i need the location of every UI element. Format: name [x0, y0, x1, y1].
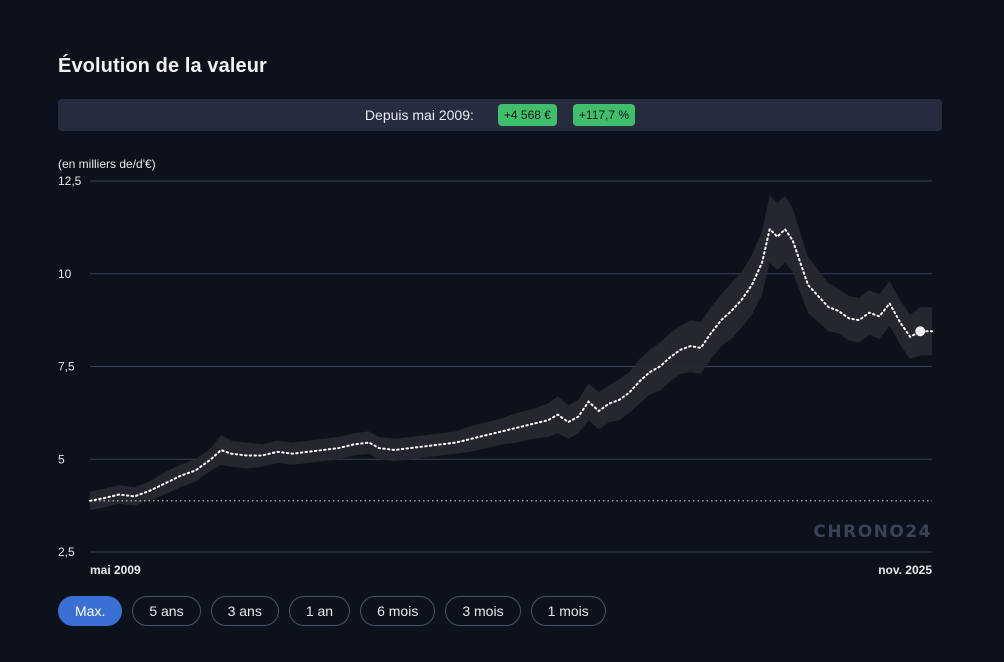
- range-selector: Max. 5 ans 3 ans 1 an 6 mois 3 mois 1 mois: [58, 596, 606, 626]
- range-button-max[interactable]: Max.: [58, 596, 123, 626]
- change-percent-badge: +117,7 %: [572, 104, 636, 126]
- range-button-3-mois[interactable]: 3 mois: [445, 596, 521, 626]
- x-start-label: mai 2009: [90, 563, 141, 577]
- range-button-3-ans[interactable]: 3 ans: [210, 596, 279, 626]
- y-tick-label: 5: [58, 452, 65, 466]
- current-value-marker[interactable]: [915, 326, 926, 337]
- range-button-1-an[interactable]: 1 an: [288, 596, 351, 626]
- price-series-line: [89, 227, 933, 502]
- y-tick-label: 7,5: [58, 360, 75, 374]
- chrono24-watermark: CHRONO24: [813, 522, 932, 542]
- change-absolute-badge: +4 568 €: [497, 104, 557, 126]
- y-tick-label: 2,5: [58, 545, 75, 559]
- y-axis-unit-label: (en milliers de/d'€): [58, 157, 156, 171]
- x-end-label: nov. 2025: [878, 563, 932, 577]
- price-range-band: [90, 195, 932, 511]
- change-banner: Depuis mai 2009: +4 568 € +117,7 %: [58, 99, 942, 131]
- range-button-6-mois[interactable]: 6 mois: [360, 596, 436, 626]
- y-tick-label: 10: [58, 267, 72, 281]
- y-tick-label: 12,5: [58, 174, 82, 188]
- chart-title: Évolution de la valeur: [58, 55, 267, 77]
- range-button-5-ans[interactable]: 5 ans: [132, 596, 201, 626]
- change-since-label: Depuis mai 2009:: [364, 107, 474, 123]
- range-button-1-mois[interactable]: 1 mois: [530, 596, 606, 626]
